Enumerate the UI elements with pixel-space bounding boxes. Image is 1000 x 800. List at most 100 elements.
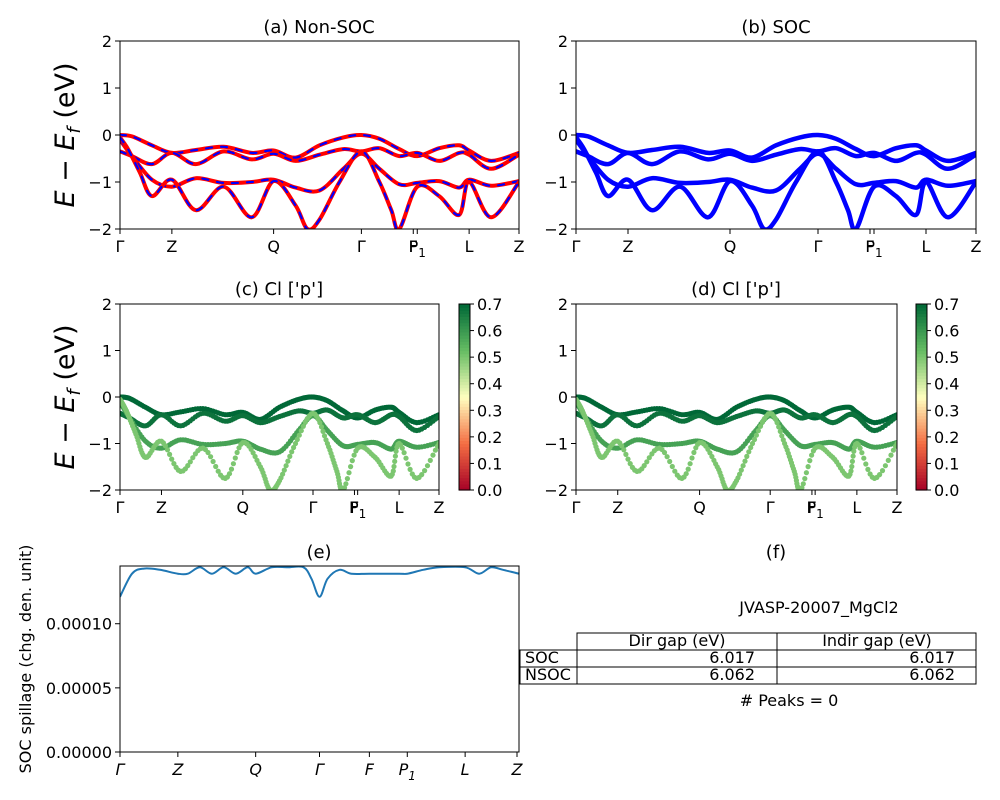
colorbar-segment <box>916 372 927 376</box>
colorbar-segment <box>459 304 470 308</box>
band-4-point <box>748 444 754 451</box>
band-4-point <box>422 468 428 474</box>
panel-a-frame <box>119 40 520 230</box>
panel-b-soc-bands: (b) SOC 2 1 0 −1 −2 Γ Z Q Γ FP1 L Z <box>544 17 981 260</box>
band-4-point <box>625 456 631 462</box>
colorbar-segment <box>459 468 470 472</box>
band-4-point <box>187 459 193 465</box>
panel-d-colorbar: 0.7 0.6 0.5 0.4 0.3 0.2 0.1 0.0 <box>915 295 959 500</box>
band-4-point <box>348 464 354 470</box>
colorbar-segment <box>916 384 927 389</box>
band-4-point <box>746 449 752 455</box>
band-4-point <box>888 452 894 458</box>
y-tick-label: 0 <box>558 126 568 145</box>
y-tick-label: 0.00000 <box>46 743 112 762</box>
band-4-point <box>399 445 405 451</box>
colorbar-segment <box>459 390 470 395</box>
colorbar-segment <box>459 400 470 404</box>
band-4-point <box>213 463 219 470</box>
colorbar-segment <box>459 310 470 314</box>
band-4-point <box>857 445 863 451</box>
colorbar-segment <box>916 434 927 438</box>
band-4-point <box>407 466 413 472</box>
band-4-point <box>401 450 407 456</box>
colorbar-segment <box>459 477 470 482</box>
panel-d-plot-area <box>576 394 897 490</box>
colorbar-segment <box>916 421 927 426</box>
band-4-point <box>294 436 300 443</box>
band-4-point <box>292 440 299 447</box>
y-tick-label: 1 <box>558 342 568 361</box>
band-4-point <box>171 461 177 467</box>
colorbar-segment <box>459 459 470 463</box>
colorbar-segment <box>459 443 470 448</box>
band-line-4-dashed <box>120 136 519 229</box>
colorbar-segment <box>459 449 470 454</box>
x-tick-label: Γ <box>309 498 318 517</box>
x-tick-label: Q <box>693 498 706 517</box>
x-tick-label: Γ <box>572 237 581 256</box>
x-tick-label: Z <box>171 760 184 779</box>
colorbar-segment <box>459 372 470 376</box>
x-tick-label: L <box>461 760 470 779</box>
table-cell-nsoc-dir: 6.062 <box>709 665 755 684</box>
panel-e-y-ticks: 0.00010 0.00005 0.00000 <box>46 615 120 762</box>
colorbar-segment <box>459 393 470 398</box>
band-4-point <box>861 455 867 461</box>
colorbar-segment <box>916 328 927 333</box>
x-tick-label: Z <box>892 498 903 517</box>
x-tick-label: Z <box>514 237 525 256</box>
band-4-point <box>879 468 886 474</box>
colorbar-segment <box>459 366 470 370</box>
x-tick-label: P1 <box>865 237 882 260</box>
band-4-point <box>672 468 678 474</box>
colorbar-segment <box>459 313 470 317</box>
band-line-2 <box>576 145 976 172</box>
band-4-point <box>807 458 813 464</box>
x-tick-label: Γ <box>357 237 366 256</box>
colorbar-tick-label: 0.0 <box>477 481 502 500</box>
band-4-point <box>280 471 286 477</box>
x-tick-label: Z <box>166 237 177 256</box>
x-tick-label: Z <box>156 498 167 517</box>
x-tick-label: L <box>852 498 861 517</box>
panel-a-y-label: E − Ef (eV) <box>50 63 85 208</box>
panel-f-gap-table: (f) JVASP-20007_MgCl2 Dir gap (eV) Indir… <box>519 542 977 710</box>
panel-e-y-label: SOC spillage (chg. den. unit) <box>16 545 35 774</box>
panel-c-frame <box>119 303 440 491</box>
panel-c-x-ticks: Γ Z Q Γ FP1 L Z <box>116 490 445 521</box>
y-tick-label: 1 <box>102 79 112 98</box>
colorbar-segment <box>459 344 470 348</box>
table-row-label-soc: SOC <box>525 648 559 667</box>
band-4-point <box>391 463 397 470</box>
colorbar-segment <box>916 338 927 342</box>
panel-b-plot-area <box>576 132 976 229</box>
panel-d-x-ticks: Γ Z Q Γ FP1 L Z <box>572 490 903 521</box>
colorbar-segment <box>459 328 470 333</box>
band-4-point <box>403 455 409 461</box>
colorbar-segment <box>459 384 470 389</box>
material-id: JVASP-20007_MgCl2 <box>738 598 898 618</box>
colorbar-segment <box>916 366 927 370</box>
y-tick-label: 0 <box>558 388 568 407</box>
y-tick-label: 2 <box>558 295 568 314</box>
band-4-point <box>779 433 785 439</box>
band-4-point <box>164 447 171 453</box>
band-4-point <box>738 467 744 473</box>
band-4-point <box>289 449 295 455</box>
colorbar-segment <box>916 375 927 379</box>
colorbar-segment <box>916 393 927 398</box>
colorbar-segment <box>916 440 927 445</box>
band-4-point <box>424 463 431 469</box>
band-4-point <box>627 461 633 467</box>
band-4-point <box>344 476 350 482</box>
band-4-point <box>281 467 287 473</box>
x-tick-label: Z <box>511 760 524 779</box>
colorbar-segment <box>459 455 470 460</box>
band-4-point <box>644 459 650 465</box>
x-tick-label: F <box>365 760 375 779</box>
panel-c-cl-p-projection: (c) Cl ['p'] 2 1 0 −1 −2 Γ Z Q Γ FP1 L Z E − Ef (e… <box>50 279 502 521</box>
band-4-point <box>661 449 668 456</box>
colorbar-segment <box>459 452 470 457</box>
band-4-point <box>405 461 411 467</box>
